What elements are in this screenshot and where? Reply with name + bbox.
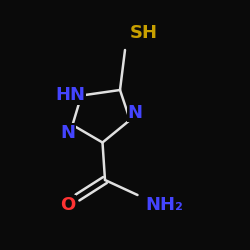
Text: O: O	[60, 196, 75, 214]
Text: N: N	[60, 124, 75, 142]
Text: NH₂: NH₂	[145, 196, 183, 214]
Text: SH: SH	[130, 24, 158, 42]
Text: N: N	[128, 104, 142, 122]
Text: HN: HN	[55, 86, 85, 104]
